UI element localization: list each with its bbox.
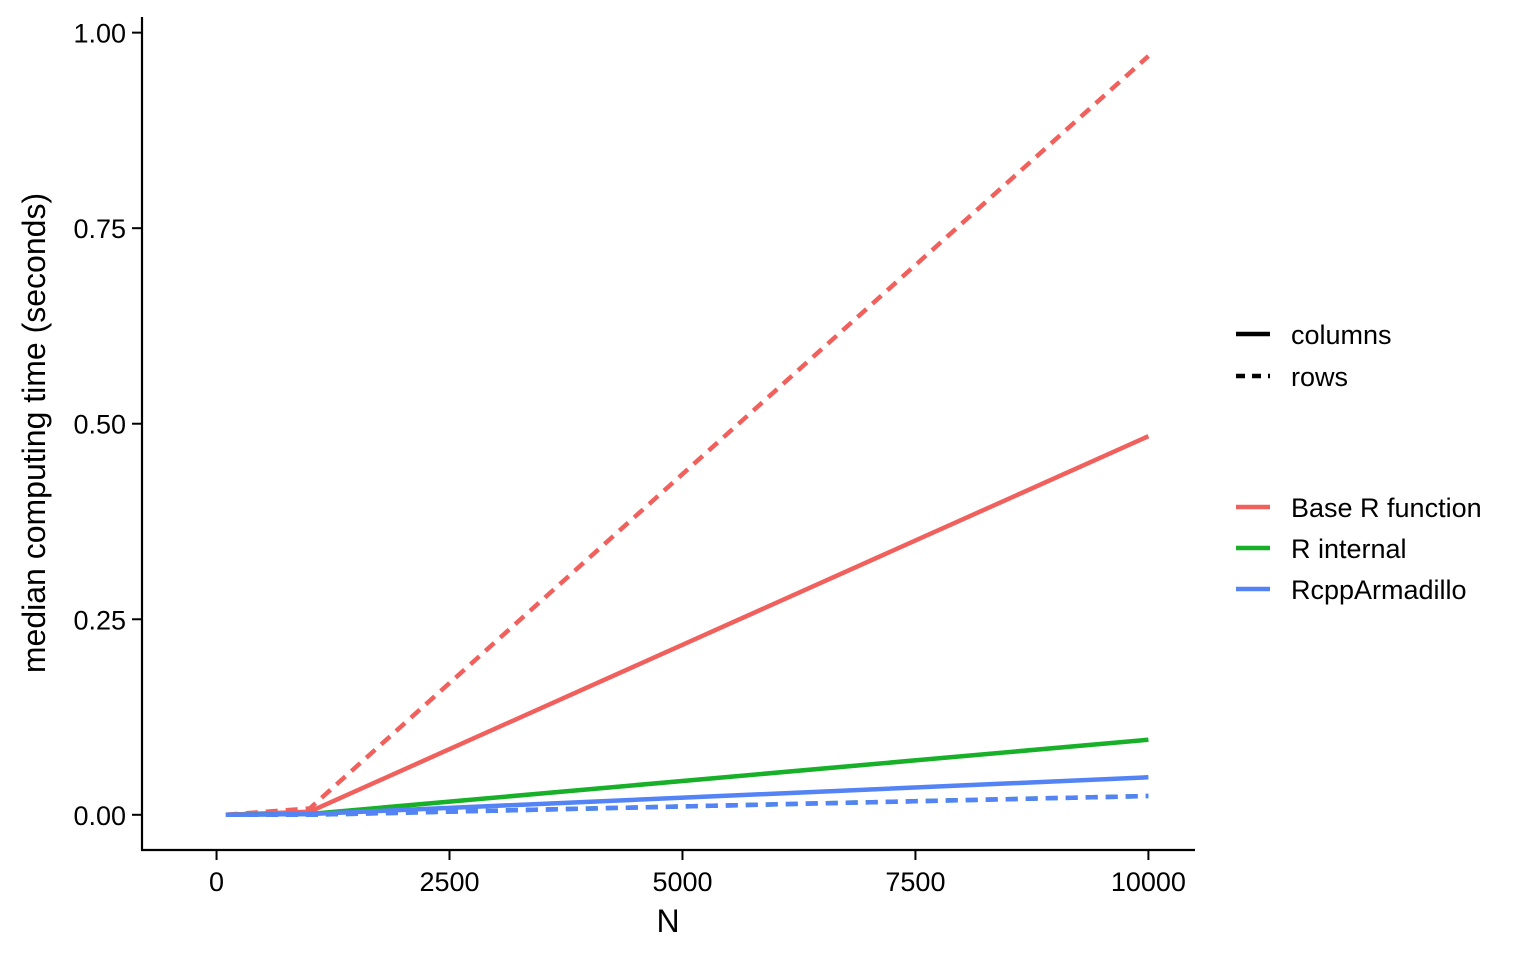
y-tick-label: 0.75 <box>73 214 126 244</box>
x-tick-label: 7500 <box>885 867 945 897</box>
x-tick-label: 0 <box>209 867 224 897</box>
y-tick-label: 1.00 <box>73 19 126 49</box>
legend-label-columns: columns <box>1291 320 1392 350</box>
y-tick-label: 0.00 <box>73 801 126 831</box>
legend-linetype: columns rows <box>1236 320 1392 392</box>
y-axis-title: median computing time (seconds) <box>16 193 52 673</box>
series-line-rcpparmadillo-rows <box>225 793 1149 818</box>
series-layer <box>225 54 1150 818</box>
legend-color: Base R function R internal RcppArmadillo <box>1236 493 1482 605</box>
series-line-base-r-function-rows <box>225 54 1150 818</box>
legend-label-rows: rows <box>1291 362 1348 392</box>
x-axis-title: N <box>656 903 679 939</box>
x-tick-label: 2500 <box>419 867 479 897</box>
y-tick-label: 0.25 <box>73 605 126 635</box>
x-tick-label: 5000 <box>652 867 712 897</box>
y-tick-label: 0.50 <box>73 410 126 440</box>
series-line-r-internal-columns <box>225 737 1149 818</box>
legend-label-rcpparmadillo: RcppArmadillo <box>1291 575 1467 605</box>
x-tick-label: 10000 <box>1111 867 1186 897</box>
legend-label-r-internal: R internal <box>1291 534 1407 564</box>
series-line-base-r-function-columns <box>225 434 1150 818</box>
ticks-layer: 0 2500 5000 7500 10000 0.00 0.25 0.50 0.75 1.00 <box>73 19 1186 897</box>
legend-label-base-r-function: Base R function <box>1291 493 1482 523</box>
